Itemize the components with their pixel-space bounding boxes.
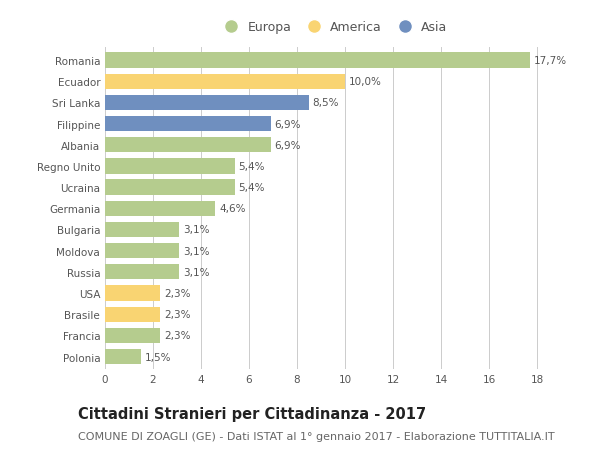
Text: 2,3%: 2,3% — [164, 309, 190, 319]
Text: 3,1%: 3,1% — [183, 267, 209, 277]
Bar — [105, 74, 345, 90]
Bar — [105, 244, 179, 259]
Text: 2,3%: 2,3% — [164, 288, 190, 298]
Text: 6,9%: 6,9% — [274, 119, 301, 129]
Text: 3,1%: 3,1% — [183, 225, 209, 235]
Bar — [105, 53, 530, 68]
Bar — [105, 117, 271, 132]
Text: COMUNE DI ZOAGLI (GE) - Dati ISTAT al 1° gennaio 2017 - Elaborazione TUTTITALIA.: COMUNE DI ZOAGLI (GE) - Dati ISTAT al 1°… — [78, 431, 554, 442]
Bar — [105, 159, 235, 174]
Text: 6,9%: 6,9% — [274, 140, 301, 151]
Bar — [105, 222, 179, 238]
Bar — [105, 138, 271, 153]
Text: 1,5%: 1,5% — [145, 352, 171, 362]
Text: 2,3%: 2,3% — [164, 330, 190, 341]
Text: 5,4%: 5,4% — [238, 162, 265, 172]
Bar — [105, 180, 235, 196]
Text: 8,5%: 8,5% — [313, 98, 339, 108]
Text: 3,1%: 3,1% — [183, 246, 209, 256]
Text: Cittadini Stranieri per Cittadinanza - 2017: Cittadini Stranieri per Cittadinanza - 2… — [78, 406, 426, 421]
Text: 5,4%: 5,4% — [238, 183, 265, 193]
Bar — [105, 201, 215, 217]
Bar — [105, 95, 309, 111]
Text: 4,6%: 4,6% — [219, 204, 245, 214]
Bar — [105, 307, 160, 322]
Bar — [105, 328, 160, 343]
Text: 10,0%: 10,0% — [349, 77, 382, 87]
Bar — [105, 265, 179, 280]
Bar — [105, 286, 160, 301]
Bar — [105, 349, 141, 364]
Text: 17,7%: 17,7% — [533, 56, 566, 66]
Legend: Europa, America, Asia: Europa, America, Asia — [214, 16, 452, 39]
